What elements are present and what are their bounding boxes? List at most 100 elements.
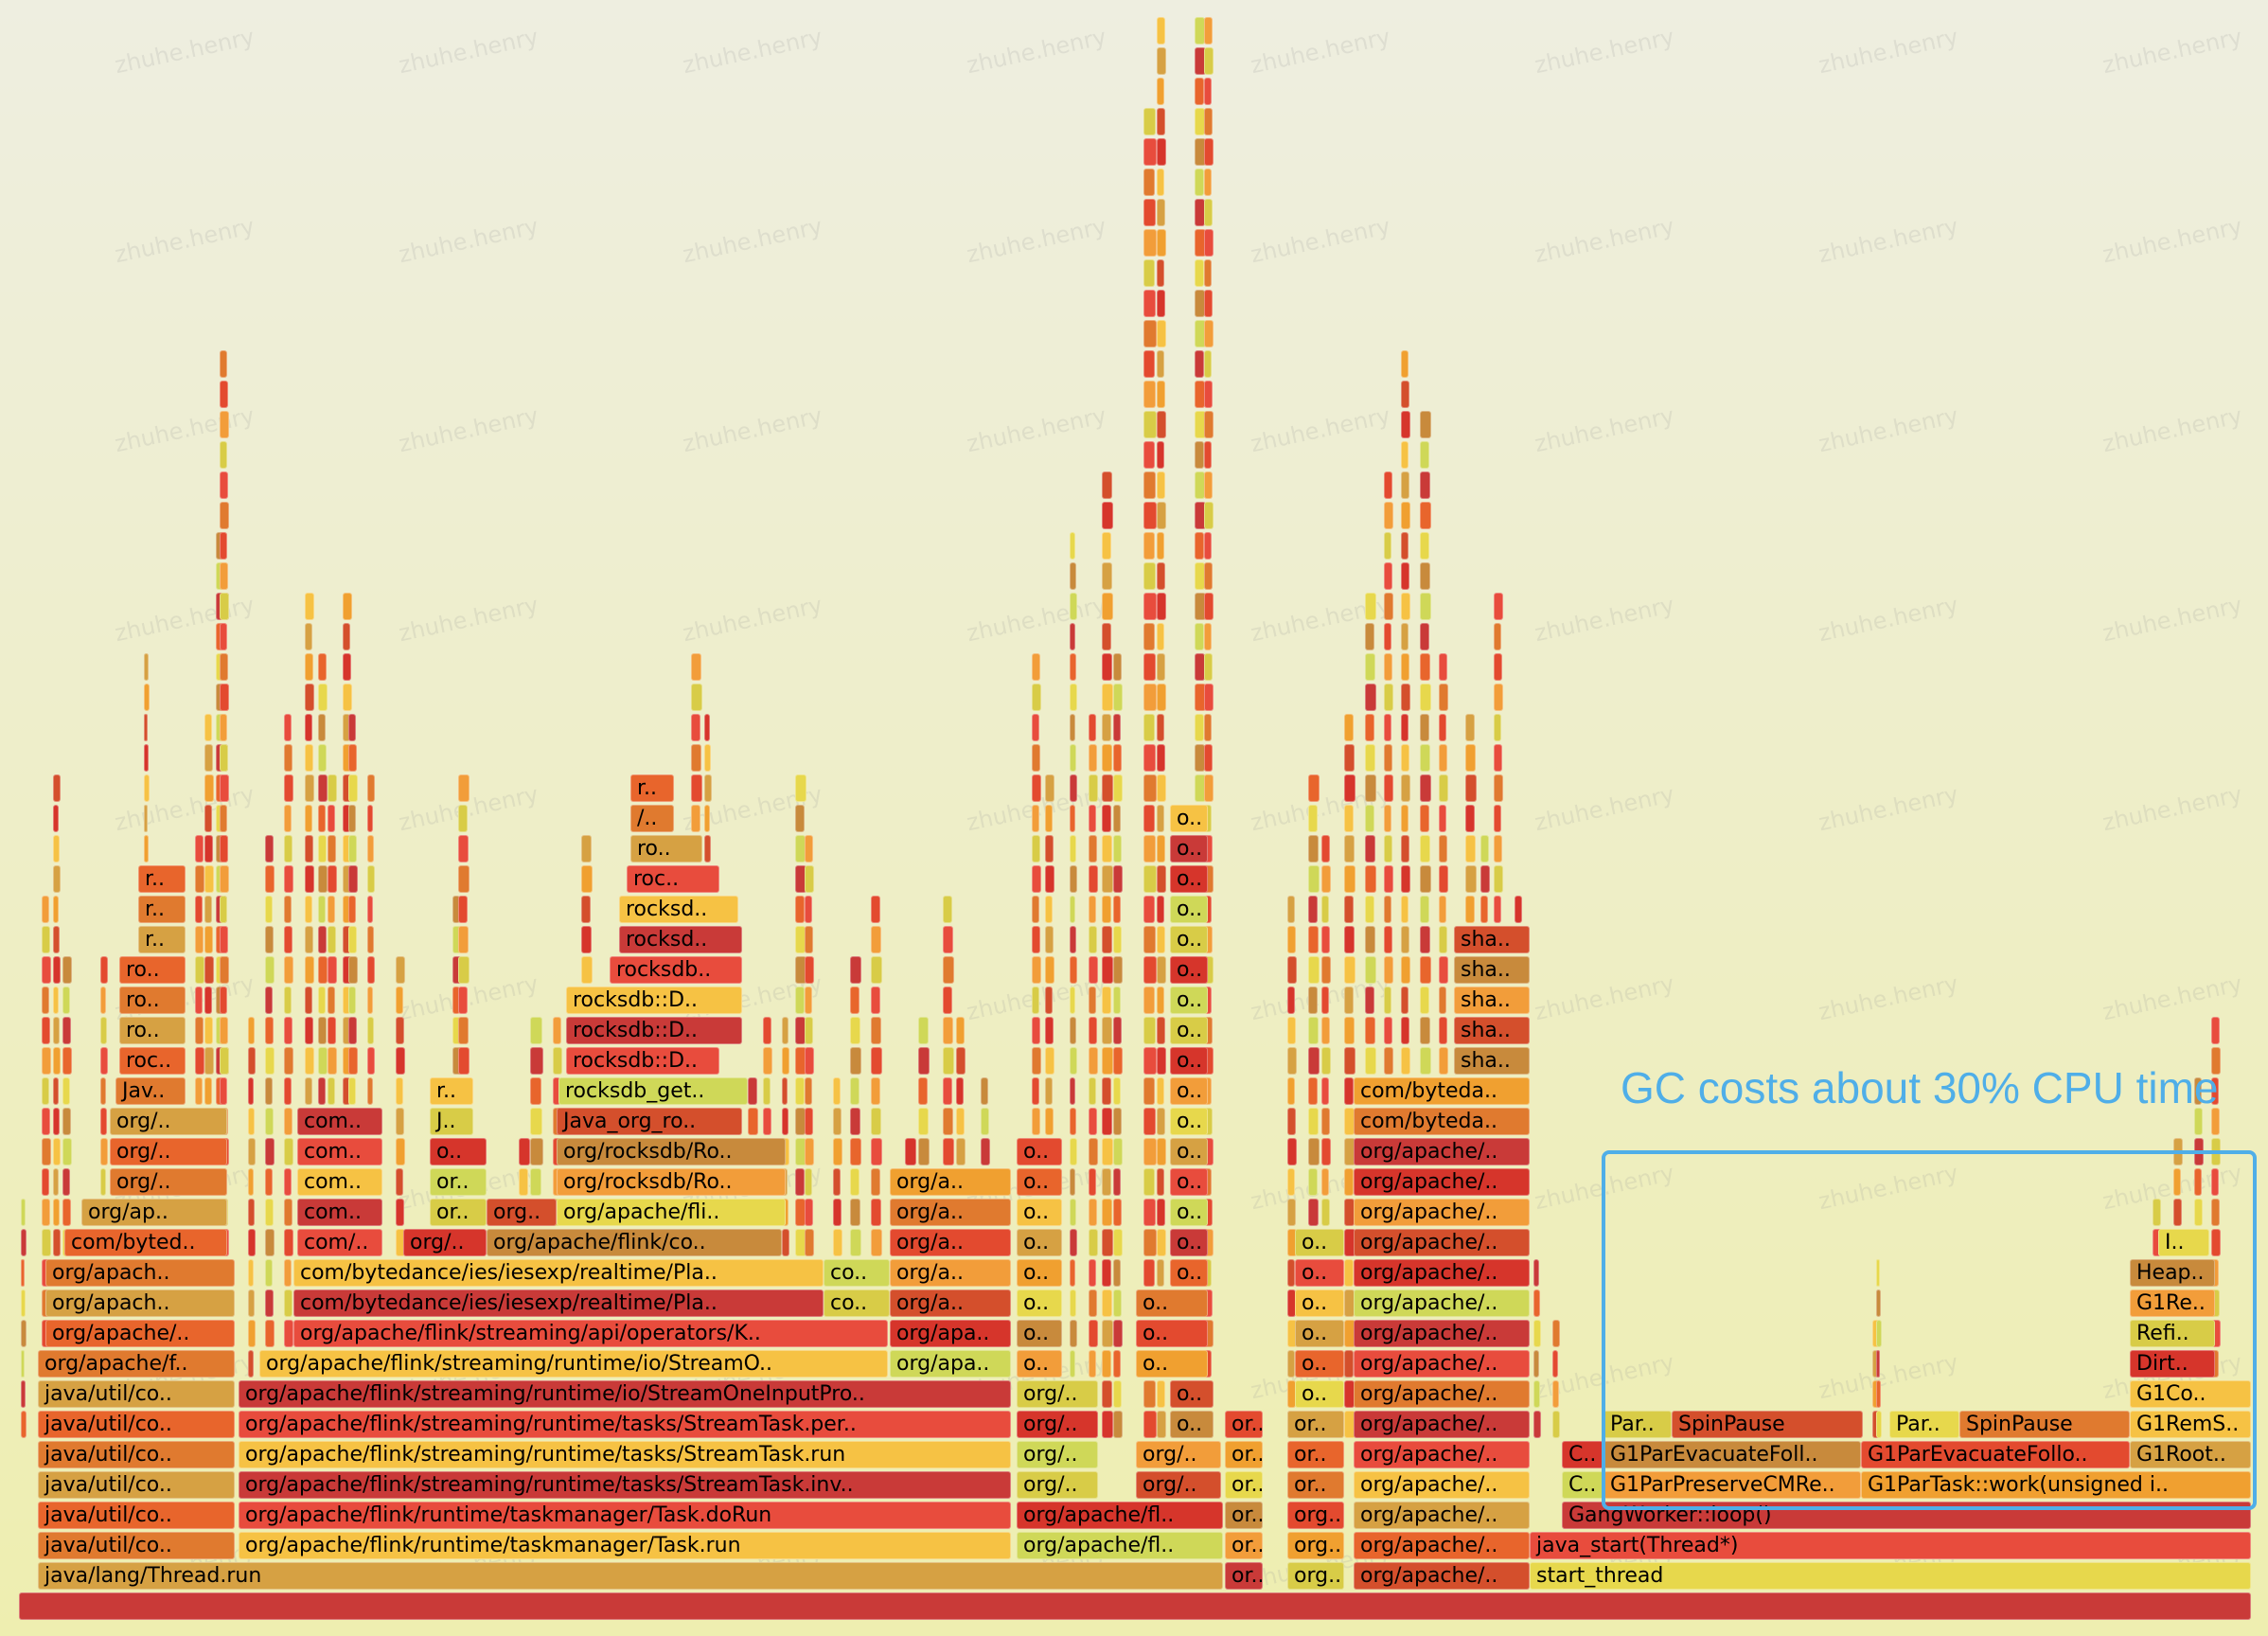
flame-frame-fragment[interactable]: [1143, 411, 1157, 438]
flame-frame-fragment[interactable]: [1102, 714, 1111, 741]
flame-frame-fragment[interactable]: [1089, 835, 1097, 862]
flame-frame-fragment[interactable]: [248, 1350, 254, 1378]
flame-frame-fragment[interactable]: [1070, 1350, 1075, 1378]
flame-frame-fragment[interactable]: [305, 1047, 314, 1075]
flame-frame-fragment[interactable]: [1439, 865, 1448, 893]
flame-frame-fragment[interactable]: [1089, 956, 1098, 984]
flame-frame-fragment[interactable]: [195, 987, 203, 1014]
flame-frame-fragment[interactable]: [805, 926, 813, 953]
flame-frame-fragment[interactable]: [1157, 441, 1164, 469]
flame-frame-fragment[interactable]: [1070, 774, 1077, 802]
flame-frame-fragment[interactable]: [1494, 593, 1503, 620]
flame-frame[interactable]: o..: [1017, 1138, 1062, 1165]
flame-frame-fragment[interactable]: [348, 744, 357, 772]
flame-frame-fragment[interactable]: [265, 926, 274, 953]
flame-frame-fragment[interactable]: [1089, 1350, 1096, 1378]
flame-frame-fragment[interactable]: [918, 1047, 930, 1075]
flame-frame-fragment[interactable]: [284, 1229, 293, 1256]
flame-frame-fragment[interactable]: [328, 1017, 336, 1044]
flame-frame[interactable]: java/util/co..: [38, 1441, 235, 1468]
flame-frame-fragment[interactable]: [1204, 47, 1214, 75]
flame-frame-fragment[interactable]: [1143, 1108, 1156, 1135]
flame-frame[interactable]: com/byteda..: [1354, 1077, 1530, 1105]
flame-frame-fragment[interactable]: [748, 1077, 757, 1105]
flame-frame-fragment[interactable]: [1045, 1108, 1054, 1135]
flame-frame-fragment[interactable]: [1070, 532, 1075, 560]
flame-frame-fragment[interactable]: [1494, 623, 1501, 650]
flame-frame-fragment[interactable]: [396, 1199, 404, 1226]
flame-frame-fragment[interactable]: [1204, 441, 1212, 469]
flame-frame-fragment[interactable]: [1204, 17, 1213, 44]
flame-frame-fragment[interactable]: [220, 441, 227, 469]
flame-frame-fragment[interactable]: [805, 987, 812, 1014]
flame-frame-fragment[interactable]: [805, 1108, 813, 1135]
flame-frame[interactable]: org..: [1287, 1502, 1344, 1529]
flame-frame-fragment[interactable]: [1287, 987, 1295, 1014]
flame-frame-fragment[interactable]: [1420, 805, 1429, 832]
flame-frame[interactable]: or..: [1225, 1532, 1263, 1559]
flame-frame-fragment[interactable]: [805, 1138, 814, 1165]
flame-frame-fragment[interactable]: [1384, 774, 1393, 802]
flame-frame-fragment[interactable]: [1308, 987, 1318, 1014]
flame-frame-fragment[interactable]: [1420, 532, 1429, 560]
flame-frame-fragment[interactable]: [1113, 805, 1121, 832]
flame-frame-fragment[interactable]: [1113, 956, 1123, 984]
flame-frame-fragment[interactable]: [1365, 956, 1376, 984]
flame-frame-fragment[interactable]: [1070, 835, 1076, 862]
flame-frame-fragment[interactable]: [1032, 1108, 1040, 1135]
flame-frame-fragment[interactable]: [100, 1017, 107, 1044]
flame-frame-fragment[interactable]: [195, 1077, 203, 1105]
flame-frame-fragment[interactable]: [21, 1350, 25, 1378]
flame-frame-fragment[interactable]: [1157, 562, 1165, 590]
flame-frame-fragment[interactable]: [1157, 290, 1165, 317]
flame-frame-fragment[interactable]: [1157, 1229, 1166, 1256]
flame-frame-fragment[interactable]: [53, 1108, 60, 1135]
flame-frame-fragment[interactable]: [204, 956, 214, 984]
flame-frame-fragment[interactable]: [53, 805, 59, 832]
flame-frame[interactable]: org/apache/..: [1354, 1229, 1530, 1256]
flame-frame-fragment[interactable]: [530, 1047, 543, 1075]
flame-frame[interactable]: com..: [297, 1199, 382, 1226]
flame-frame-fragment[interactable]: [1102, 805, 1111, 832]
flame-frame-fragment[interactable]: [248, 1168, 254, 1196]
flame-frame-fragment[interactable]: [833, 1138, 842, 1165]
flame-frame-fragment[interactable]: [53, 926, 60, 953]
flame-frame-fragment[interactable]: [305, 805, 312, 832]
flame-frame-fragment[interactable]: [1157, 259, 1164, 287]
flame-frame-fragment[interactable]: [220, 865, 229, 893]
flame-frame-fragment[interactable]: [1157, 1259, 1164, 1287]
flame-frame-fragment[interactable]: [1113, 1168, 1121, 1196]
flame-frame-fragment[interactable]: [1384, 835, 1392, 862]
flame-frame-fragment[interactable]: [1089, 744, 1097, 772]
flame-frame-fragment[interactable]: [1157, 744, 1165, 772]
flame-frame-fragment[interactable]: [1157, 805, 1164, 832]
flame-frame-fragment[interactable]: [581, 835, 592, 862]
flame-frame-fragment[interactable]: [1384, 471, 1392, 499]
flame-frame-fragment[interactable]: [1143, 744, 1156, 772]
flame-frame-fragment[interactable]: [53, 956, 61, 984]
flame-frame-fragment[interactable]: [305, 956, 314, 984]
flame-frame-fragment[interactable]: [1089, 896, 1096, 923]
flame-frame-fragment[interactable]: [305, 896, 312, 923]
flame-frame-fragment[interactable]: [1089, 1017, 1097, 1044]
flame-frame-fragment[interactable]: [42, 1077, 49, 1105]
flame-frame-fragment[interactable]: [1113, 1320, 1123, 1347]
flame-frame[interactable]: C..: [1562, 1471, 1604, 1499]
flame-frame-fragment[interactable]: [1401, 1047, 1410, 1075]
flame-frame-fragment[interactable]: [1384, 684, 1393, 711]
flame-frame[interactable]: or..: [430, 1168, 487, 1196]
flame-frame[interactable]: or..: [1225, 1471, 1263, 1499]
flame-frame-fragment[interactable]: [1113, 1350, 1121, 1378]
flame-frame-fragment[interactable]: [248, 1320, 256, 1347]
flame-frame-fragment[interactable]: [348, 805, 356, 832]
flame-frame-fragment[interactable]: [1494, 865, 1503, 893]
flame-frame-fragment[interactable]: [1143, 1259, 1155, 1287]
flame-frame-fragment[interactable]: [348, 1017, 357, 1044]
flame-frame-fragment[interactable]: [850, 1168, 859, 1196]
flame-frame[interactable]: org/apache/..: [1354, 1441, 1530, 1468]
flame-frame-fragment[interactable]: [62, 987, 70, 1014]
flame-frame-fragment[interactable]: [195, 1047, 204, 1075]
flame-frame[interactable]: org/apache/..: [1354, 1138, 1530, 1165]
flame-frame-fragment[interactable]: [367, 805, 373, 832]
flame-frame-fragment[interactable]: [1204, 502, 1214, 529]
